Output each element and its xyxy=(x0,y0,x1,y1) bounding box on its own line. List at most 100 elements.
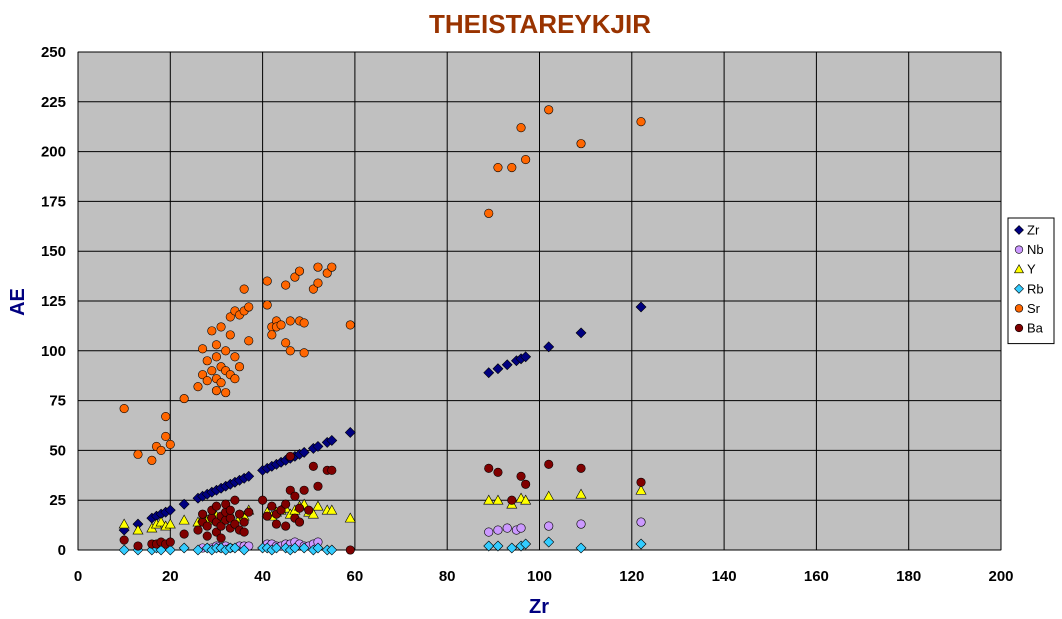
y-tick-label: 125 xyxy=(41,293,66,310)
point-sr xyxy=(493,162,503,173)
point-sr xyxy=(299,348,309,358)
point-ba xyxy=(244,507,254,517)
point-ba xyxy=(216,521,226,531)
point-ba xyxy=(202,521,212,531)
series-zr xyxy=(118,301,647,536)
x-tick-label: 40 xyxy=(254,568,271,585)
point-ba xyxy=(299,485,309,495)
point-ba xyxy=(507,495,517,505)
point-ba xyxy=(285,485,295,495)
point-rb xyxy=(312,542,324,554)
point-nb xyxy=(636,517,646,527)
legend-label: Zr xyxy=(1027,223,1040,238)
point-sr xyxy=(202,376,212,386)
y-tick-label: 225 xyxy=(41,94,66,111)
y-axis-ticks: 0 25 50 75 100 125 150 175 200 225 250 xyxy=(41,44,66,559)
y-tick-label: 100 xyxy=(41,343,66,360)
point-ba xyxy=(281,499,291,509)
point-nb xyxy=(544,521,554,531)
point-sr xyxy=(281,338,291,348)
point-y xyxy=(575,488,587,499)
point-sr xyxy=(299,318,309,328)
point-sr xyxy=(165,439,175,449)
series-rb xyxy=(118,536,647,556)
legend-marker xyxy=(1014,304,1024,313)
legend-label: Rb xyxy=(1027,281,1044,296)
point-rb xyxy=(506,542,518,554)
point-sr xyxy=(285,316,295,326)
point-y xyxy=(132,524,144,535)
point-sr xyxy=(230,374,240,384)
point-zr xyxy=(543,341,555,353)
point-zr xyxy=(520,351,532,363)
point-sr xyxy=(216,322,226,332)
y-tick-label: 25 xyxy=(49,492,66,509)
legend-item-nb: Nb xyxy=(1014,242,1044,257)
point-ba xyxy=(308,461,318,471)
point-sr xyxy=(281,280,291,290)
point-ba xyxy=(234,509,245,519)
point-rb xyxy=(575,542,587,554)
legend-marker xyxy=(1014,323,1024,333)
point-sr xyxy=(193,382,203,392)
point-zr xyxy=(575,327,587,339)
point-y xyxy=(520,494,532,505)
x-axis-title: Zr xyxy=(529,596,549,618)
point-sr xyxy=(211,340,221,350)
point-sr xyxy=(267,330,277,340)
point-rb xyxy=(289,542,301,554)
point-ba xyxy=(239,527,249,537)
point-ba xyxy=(216,533,226,543)
legend-item-sr: Sr xyxy=(1014,301,1041,316)
point-y xyxy=(635,484,647,495)
y-tick-label: 50 xyxy=(49,442,66,459)
point-ba xyxy=(267,501,277,511)
point-sr xyxy=(211,352,221,362)
point-ba xyxy=(304,505,314,515)
point-sr xyxy=(230,352,240,362)
point-rb xyxy=(178,542,190,554)
point-sr xyxy=(156,445,166,455)
point-sr xyxy=(225,330,235,340)
point-y xyxy=(312,500,324,511)
point-ba xyxy=(281,521,291,531)
point-ba xyxy=(258,495,268,505)
point-sr xyxy=(179,394,189,404)
point-zr xyxy=(326,435,338,446)
point-ba xyxy=(230,519,240,529)
point-sr xyxy=(211,386,221,396)
point-ba xyxy=(327,465,337,475)
point-sr xyxy=(294,266,305,276)
y-tick-label: 175 xyxy=(41,193,66,210)
x-tick-label: 0 xyxy=(74,568,82,585)
point-ba xyxy=(133,541,143,551)
point-ba xyxy=(211,527,221,537)
point-sr xyxy=(216,378,226,388)
plot-area xyxy=(77,51,1002,551)
point-zr xyxy=(344,427,356,438)
point-sr xyxy=(322,268,332,278)
point-sr xyxy=(516,123,526,133)
point-y xyxy=(178,514,190,525)
point-nb xyxy=(516,523,526,533)
y-tick-label: 0 xyxy=(58,542,66,559)
x-tick-label: 140 xyxy=(712,568,737,585)
point-ba xyxy=(285,451,295,461)
x-tick-label: 100 xyxy=(527,568,552,585)
point-ba xyxy=(119,535,129,545)
point-sr xyxy=(327,262,337,272)
point-nb xyxy=(576,519,586,529)
point-sr xyxy=(262,276,272,286)
point-ba xyxy=(179,529,189,539)
x-tick-label: 120 xyxy=(619,568,644,585)
point-rb xyxy=(271,542,282,554)
legend-box xyxy=(1007,217,1055,345)
point-zr xyxy=(492,363,504,375)
point-ba xyxy=(484,463,494,473)
point-rb xyxy=(483,540,495,552)
point-ba xyxy=(294,503,305,513)
legend-label: Nb xyxy=(1027,242,1044,257)
point-y xyxy=(543,490,555,501)
point-rb xyxy=(492,540,504,552)
